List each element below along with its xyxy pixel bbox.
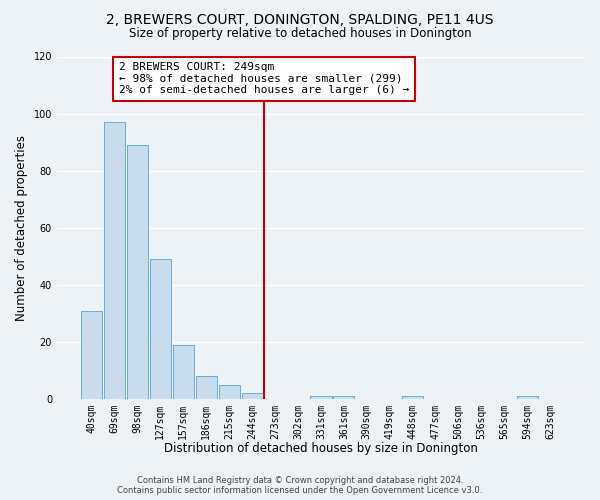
Bar: [81, 310, 102, 399]
Bar: [196, 376, 217, 399]
Text: 2, BREWERS COURT, DONINGTON, SPALDING, PE11 4US: 2, BREWERS COURT, DONINGTON, SPALDING, P…: [106, 12, 494, 26]
Bar: [517, 396, 538, 399]
Bar: [242, 394, 263, 399]
Bar: [150, 259, 171, 399]
Bar: [104, 122, 125, 399]
Text: Size of property relative to detached houses in Donington: Size of property relative to detached ho…: [128, 28, 472, 40]
Bar: [334, 396, 355, 399]
Text: 2 BREWERS COURT: 249sqm
← 98% of detached houses are smaller (299)
2% of semi-de: 2 BREWERS COURT: 249sqm ← 98% of detache…: [119, 62, 409, 96]
Y-axis label: Number of detached properties: Number of detached properties: [15, 135, 28, 321]
Bar: [402, 396, 424, 399]
Bar: [127, 145, 148, 399]
Text: Contains HM Land Registry data © Crown copyright and database right 2024.
Contai: Contains HM Land Registry data © Crown c…: [118, 476, 482, 495]
Bar: [218, 385, 240, 399]
Bar: [310, 396, 332, 399]
Bar: [173, 345, 194, 399]
X-axis label: Distribution of detached houses by size in Donington: Distribution of detached houses by size …: [164, 442, 478, 455]
